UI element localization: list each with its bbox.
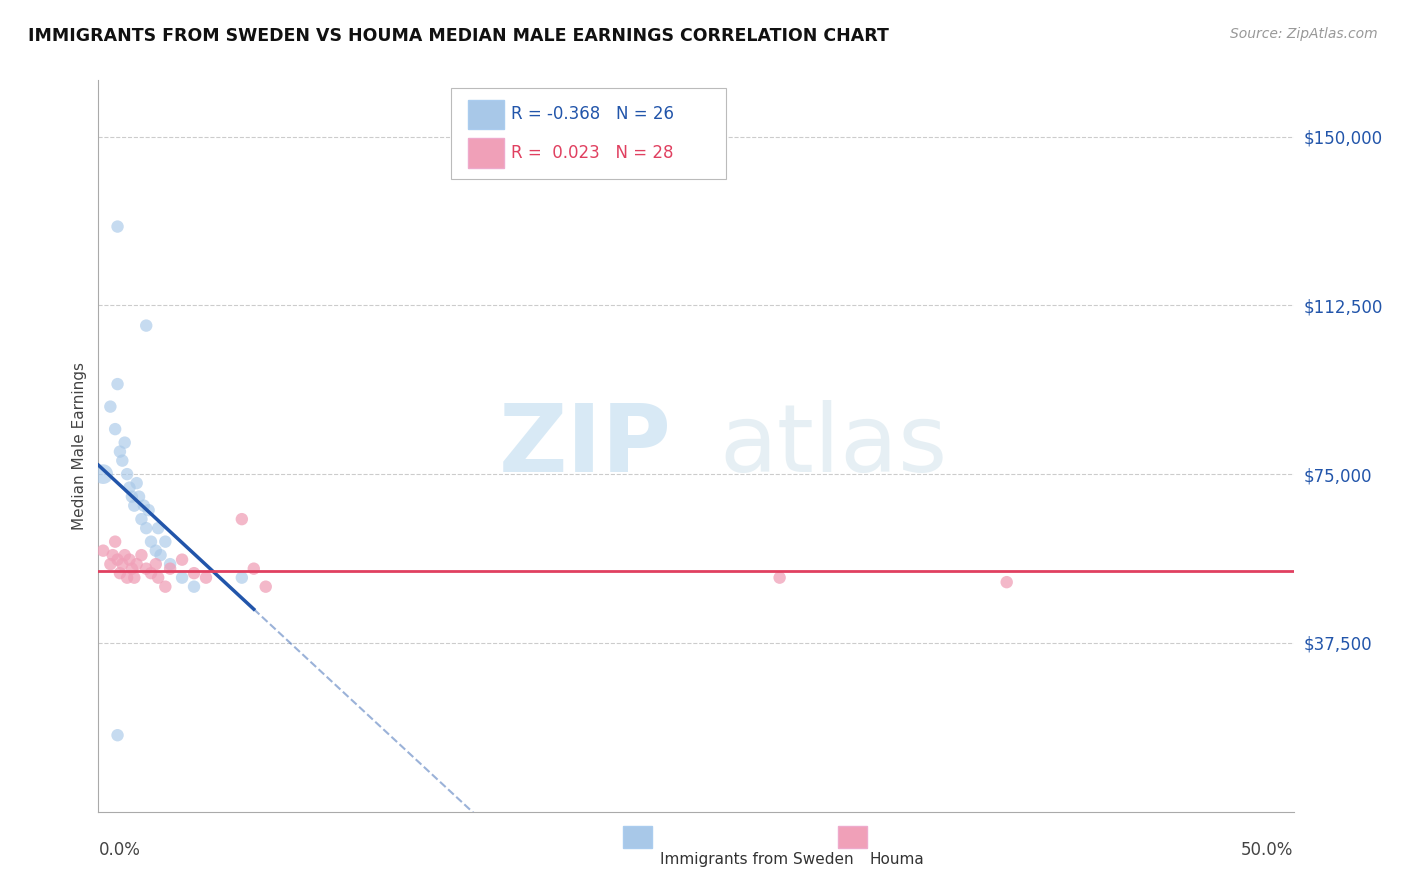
- Point: [243, 562, 266, 576]
- Point: [121, 562, 143, 576]
- Point: [115, 467, 138, 482]
- FancyBboxPatch shape: [468, 138, 503, 168]
- Point: [128, 490, 150, 504]
- Text: 50.0%: 50.0%: [1241, 841, 1294, 859]
- Point: [172, 571, 194, 585]
- Point: [124, 571, 146, 585]
- FancyBboxPatch shape: [623, 826, 652, 847]
- Point: [135, 521, 157, 535]
- Point: [995, 575, 1018, 590]
- Point: [145, 543, 167, 558]
- Point: [114, 435, 136, 450]
- Text: Source: ZipAtlas.com: Source: ZipAtlas.com: [1230, 27, 1378, 41]
- Point: [107, 552, 129, 566]
- Text: 0.0%: 0.0%: [98, 841, 141, 859]
- Point: [132, 499, 155, 513]
- Point: [91, 543, 114, 558]
- Point: [125, 476, 148, 491]
- Point: [172, 552, 194, 566]
- Point: [108, 444, 131, 458]
- Point: [195, 571, 218, 585]
- Point: [148, 571, 170, 585]
- FancyBboxPatch shape: [468, 100, 503, 129]
- Point: [107, 377, 129, 392]
- Point: [183, 580, 205, 594]
- Point: [155, 534, 177, 549]
- Point: [124, 499, 146, 513]
- Point: [125, 557, 148, 571]
- Point: [114, 548, 136, 562]
- Point: [231, 512, 253, 526]
- Point: [108, 566, 131, 581]
- Point: [254, 580, 277, 594]
- Point: [118, 552, 141, 566]
- FancyBboxPatch shape: [838, 826, 868, 847]
- Point: [135, 318, 157, 333]
- Point: [101, 548, 124, 562]
- Point: [131, 548, 153, 562]
- Point: [118, 481, 141, 495]
- Point: [111, 557, 134, 571]
- Point: [91, 467, 114, 482]
- Point: [139, 534, 162, 549]
- Point: [131, 512, 153, 526]
- Point: [98, 557, 122, 571]
- Text: ZIP: ZIP: [499, 400, 672, 492]
- Point: [115, 571, 138, 585]
- Point: [231, 571, 253, 585]
- Point: [148, 521, 170, 535]
- Point: [111, 453, 134, 467]
- Point: [149, 548, 172, 562]
- Point: [159, 557, 181, 571]
- Text: Houma: Houma: [869, 852, 924, 867]
- Point: [139, 566, 162, 581]
- Point: [107, 728, 129, 742]
- Text: Immigrants from Sweden: Immigrants from Sweden: [661, 852, 853, 867]
- Point: [159, 562, 181, 576]
- FancyBboxPatch shape: [451, 87, 725, 179]
- Point: [183, 566, 205, 581]
- Point: [121, 490, 143, 504]
- Point: [155, 580, 177, 594]
- Text: atlas: atlas: [720, 400, 948, 492]
- Point: [135, 562, 157, 576]
- Text: R = -0.368   N = 26: R = -0.368 N = 26: [510, 105, 673, 123]
- Y-axis label: Median Male Earnings: Median Male Earnings: [72, 362, 87, 530]
- Point: [768, 571, 790, 585]
- Point: [138, 503, 160, 517]
- Text: R =  0.023   N = 28: R = 0.023 N = 28: [510, 144, 673, 161]
- Point: [104, 534, 127, 549]
- Text: IMMIGRANTS FROM SWEDEN VS HOUMA MEDIAN MALE EARNINGS CORRELATION CHART: IMMIGRANTS FROM SWEDEN VS HOUMA MEDIAN M…: [28, 27, 889, 45]
- Point: [107, 219, 129, 234]
- Point: [104, 422, 127, 436]
- Point: [98, 400, 122, 414]
- Point: [145, 557, 167, 571]
